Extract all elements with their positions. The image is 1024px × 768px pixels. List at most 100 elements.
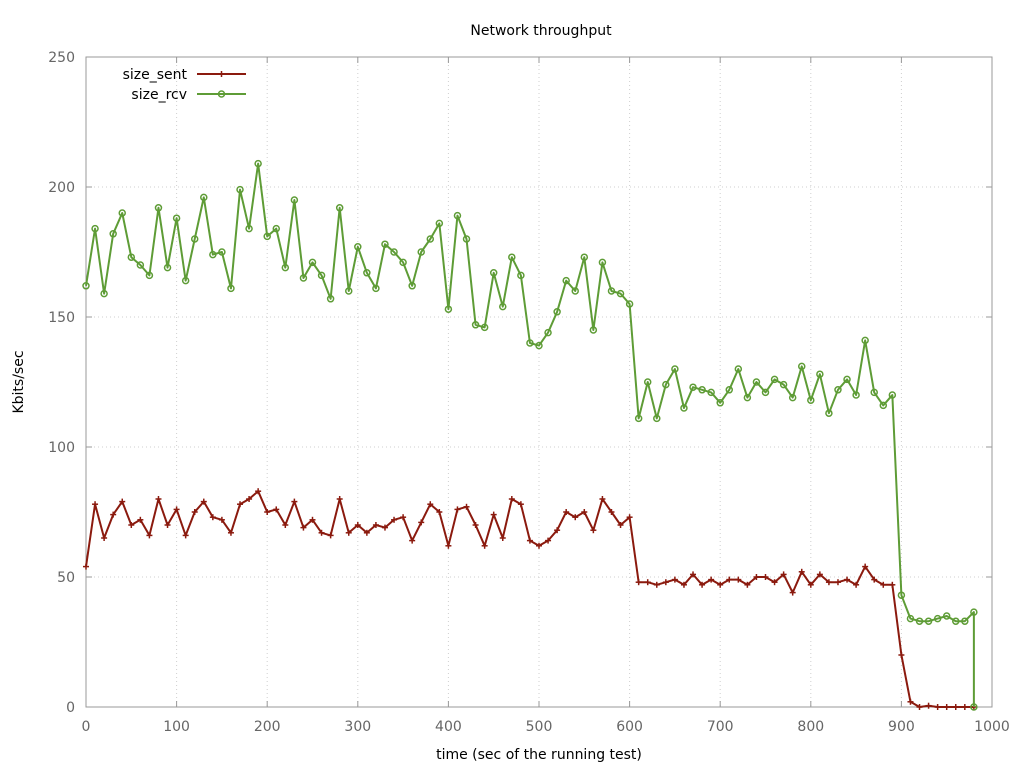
data-point-size-sent xyxy=(354,522,361,528)
data-point-size-sent xyxy=(644,579,651,586)
data-point-size-sent xyxy=(825,579,832,586)
data-point-size-sent xyxy=(363,529,370,536)
data-point-size-rcv xyxy=(471,321,480,329)
data-point-size-sent xyxy=(572,514,579,521)
data-point-size-sent xyxy=(671,576,678,583)
data-point-size-rcv xyxy=(671,365,679,373)
data-point-size-sent xyxy=(726,576,733,583)
y-tick-label: 50 xyxy=(57,570,75,586)
x-tick-label: 600 xyxy=(616,719,643,735)
data-point-size-sent xyxy=(345,529,352,536)
data-point-size-sent xyxy=(191,509,198,515)
data-point-size-rcv xyxy=(707,388,715,397)
data-point-size-sent xyxy=(889,581,896,588)
x-tick-label: 300 xyxy=(344,719,371,735)
data-point-size-rcv xyxy=(526,339,534,347)
data-point-size-rcv xyxy=(118,209,126,217)
data-point-size-sent xyxy=(934,704,941,710)
grid-lines xyxy=(86,57,992,707)
data-point-size-sent xyxy=(300,524,307,531)
data-point-size-rcv xyxy=(154,204,163,212)
data-point-size-rcv xyxy=(725,386,734,394)
data-point-size-rcv xyxy=(163,263,172,272)
data-point-size-rcv xyxy=(843,375,851,384)
data-point-size-sent xyxy=(853,581,860,588)
data-point-size-rcv xyxy=(435,219,444,228)
data-point-size-sent xyxy=(146,532,153,539)
data-point-size-sent xyxy=(273,506,280,513)
legend-marker xyxy=(217,90,226,98)
data-point-size-sent xyxy=(246,496,253,502)
data-point-size-sent xyxy=(255,488,262,495)
data-point-size-sent xyxy=(227,529,234,536)
data-point-size-rcv xyxy=(716,399,724,407)
x-axis: 0 100 200 300 400 500 600 700 800 900 1000 xyxy=(82,57,1010,735)
data-point-size-sent xyxy=(925,702,932,709)
data-point-size-rcv xyxy=(743,393,752,402)
data-point-size-sent xyxy=(862,563,869,570)
data-point-size-sent xyxy=(717,581,724,588)
data-point-size-sent xyxy=(536,542,542,549)
data-point-size-sent xyxy=(943,704,950,710)
data-point-size-rcv xyxy=(634,414,643,423)
legend-label: size_rcv xyxy=(131,87,187,103)
data-point-size-sent xyxy=(807,581,814,588)
data-point-size-rcv xyxy=(779,380,788,389)
data-point-size-sent xyxy=(110,511,117,518)
data-point-size-sent xyxy=(209,514,216,521)
data-point-size-rcv xyxy=(598,258,607,267)
data-point-size-rcv xyxy=(200,193,208,202)
data-point-size-rcv xyxy=(308,258,317,267)
data-point-size-rcv xyxy=(897,591,906,599)
data-point-size-rcv xyxy=(870,388,878,397)
data-point-size-sent xyxy=(490,511,497,518)
data-point-size-rcv xyxy=(662,380,670,389)
data-point-size-rcv xyxy=(326,295,335,303)
data-point-size-sent xyxy=(834,579,841,586)
data-point-size-sent xyxy=(617,522,624,528)
data-point-size-rcv xyxy=(381,240,389,248)
data-point-size-sent xyxy=(798,568,805,575)
data-point-size-sent xyxy=(472,522,479,528)
data-point-size-rcv xyxy=(915,617,924,625)
data-point-size-sent xyxy=(101,535,108,541)
data-point-size-sent xyxy=(771,579,778,586)
data-point-size-rcv xyxy=(924,617,933,625)
data-point-size-rcv xyxy=(263,232,271,241)
data-point-size-rcv xyxy=(408,282,416,290)
data-point-size-rcv xyxy=(236,185,244,194)
data-point-size-rcv xyxy=(209,250,217,259)
series-size-rcv xyxy=(82,159,978,711)
data-point-size-sent xyxy=(608,509,615,515)
data-point-size-sent xyxy=(336,496,343,502)
x-axis-label: time (sec of the running test) xyxy=(436,747,642,763)
data-point-size-rcv xyxy=(127,253,136,261)
data-point-size-rcv xyxy=(589,326,598,334)
x-tick-label: 400 xyxy=(435,719,462,735)
data-point-size-sent xyxy=(907,698,914,705)
data-point-size-rcv xyxy=(734,365,743,373)
data-point-size-rcv xyxy=(888,391,897,399)
data-point-size-rcv xyxy=(172,214,181,222)
series-layer xyxy=(82,159,978,711)
data-point-size-rcv xyxy=(489,269,498,277)
data-point-size-rcv xyxy=(390,248,398,256)
data-point-size-sent xyxy=(155,496,162,502)
y-tick-label: 250 xyxy=(48,50,75,66)
data-point-size-rcv xyxy=(933,614,942,623)
data-point-size-rcv xyxy=(879,401,888,410)
data-point-size-rcv xyxy=(643,378,652,386)
data-point-size-rcv xyxy=(553,308,561,316)
data-point-size-rcv xyxy=(544,328,552,337)
data-point-size-rcv xyxy=(245,224,253,233)
data-point-size-rcv xyxy=(499,302,507,311)
data-point-size-sent xyxy=(237,501,244,508)
data-point-size-sent xyxy=(653,581,660,588)
data-point-size-rcv xyxy=(535,341,543,350)
data-point-size-rcv xyxy=(571,287,579,295)
data-point-size-sent xyxy=(418,519,425,526)
data-point-size-rcv xyxy=(145,271,154,280)
x-tick-label: 800 xyxy=(797,719,824,735)
data-point-size-sent xyxy=(898,652,905,658)
